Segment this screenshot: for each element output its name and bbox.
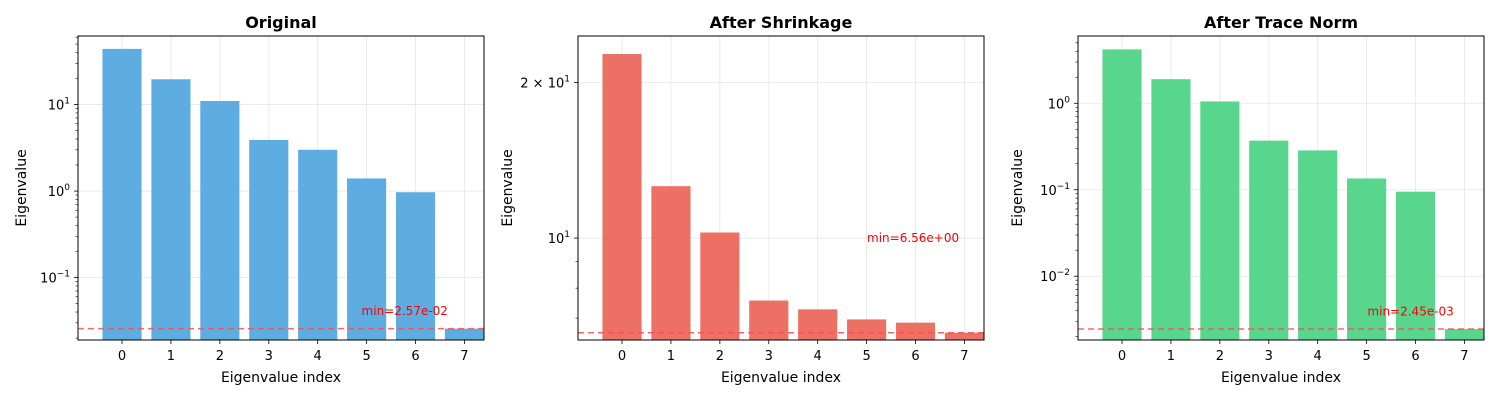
- x-tick-label: 0: [618, 349, 626, 364]
- chart-title: Original: [245, 13, 317, 32]
- y-axis-label: Eigenvalue: [500, 149, 516, 226]
- bar-7: [944, 332, 984, 340]
- y-tick-label: 101: [48, 97, 70, 114]
- y-tick-label: 100: [48, 183, 71, 200]
- bar-3: [749, 300, 789, 340]
- bars: [602, 54, 984, 340]
- chart-panel-after-trace-norm: min=2.45e-03 After Trace Norm Eigenvalue…: [1010, 13, 1485, 386]
- x-axis-label: Eigenvalue index: [221, 370, 341, 386]
- x-tick-label: 0: [118, 349, 126, 364]
- x-tick-label: 2: [216, 349, 224, 364]
- x-tick-label: 4: [814, 349, 822, 364]
- x-tick-label: 1: [667, 349, 675, 364]
- x-axis-label: Eigenvalue index: [721, 370, 841, 386]
- x-tick-label: 7: [960, 349, 968, 364]
- chart-panel-original: min=2.57e-02 Original Eigenvalue index E…: [14, 13, 485, 386]
- x-tick-label: 1: [1167, 349, 1175, 364]
- y-tick-label: 10−1: [40, 270, 70, 287]
- bar-6: [895, 322, 936, 340]
- bar-1: [651, 186, 691, 340]
- bar-2: [1200, 101, 1240, 340]
- bar-3: [1249, 140, 1289, 340]
- bar-2: [200, 100, 240, 340]
- bar-6: [395, 192, 436, 340]
- bar-3: [249, 139, 289, 340]
- x-tick-label: 6: [411, 349, 419, 364]
- x-tick-label: 3: [1265, 349, 1273, 364]
- y-tick-label: 2 × 101: [520, 74, 570, 91]
- x-axis-label: Eigenvalue index: [1221, 370, 1341, 386]
- bar-2: [700, 232, 740, 340]
- bar-0: [102, 48, 142, 341]
- bars: [102, 48, 484, 341]
- axes-frame: [77, 35, 485, 341]
- y-axis-label: Eigenvalue: [1010, 149, 1026, 226]
- y-tick-label: 100: [1048, 95, 1071, 112]
- bar-4: [1298, 150, 1338, 340]
- x-tick-label: 4: [314, 349, 322, 364]
- axes-frame: [1077, 35, 1485, 341]
- x-tick-label: 3: [765, 349, 773, 364]
- bar-1: [151, 79, 191, 341]
- axes-frame: [577, 35, 985, 341]
- x-tick-label: 2: [716, 349, 724, 364]
- bars: [1102, 49, 1484, 340]
- bar-5: [1347, 178, 1387, 340]
- y-tick-label: 101: [548, 230, 570, 247]
- chart-title: After Trace Norm: [1204, 13, 1358, 32]
- bar-7: [1444, 329, 1484, 340]
- bar-0: [602, 54, 642, 340]
- bar-7: [444, 328, 484, 340]
- x-tick-label: 2: [1216, 349, 1224, 364]
- x-tick-label: 4: [1314, 349, 1322, 364]
- x-tick-label: 5: [1362, 349, 1370, 364]
- x-tick-label: 7: [460, 349, 468, 364]
- x-tick-label: 3: [265, 349, 273, 364]
- bar-1: [1151, 79, 1191, 340]
- min-annotation: min=2.45e-03: [1367, 305, 1453, 319]
- x-tick-label: 6: [911, 349, 919, 364]
- y-axis-label: Eigenvalue: [14, 149, 30, 226]
- x-tick-label: 7: [1460, 349, 1468, 364]
- bar-0: [1102, 49, 1142, 340]
- x-tick-label: 5: [362, 349, 370, 364]
- chart-panel-after-shrinkage: min=6.56e+00 After Shrinkage Eigenvalue …: [500, 13, 985, 386]
- chart-title: After Shrinkage: [710, 13, 853, 32]
- y-tick-label: 10−1: [1040, 182, 1070, 199]
- bar-6: [1395, 191, 1436, 340]
- min-annotation: min=6.56e+00: [867, 231, 959, 245]
- y-tick-label: 10−2: [1040, 268, 1070, 285]
- x-tick-label: 0: [1118, 349, 1126, 364]
- bar-5: [847, 319, 887, 340]
- bar-5: [347, 178, 387, 340]
- x-tick-label: 6: [1411, 349, 1419, 364]
- x-tick-label: 1: [167, 349, 175, 364]
- bar-4: [798, 309, 838, 340]
- x-tick-label: 5: [862, 349, 870, 364]
- bar-4: [298, 149, 338, 340]
- min-annotation: min=2.57e-02: [362, 304, 448, 318]
